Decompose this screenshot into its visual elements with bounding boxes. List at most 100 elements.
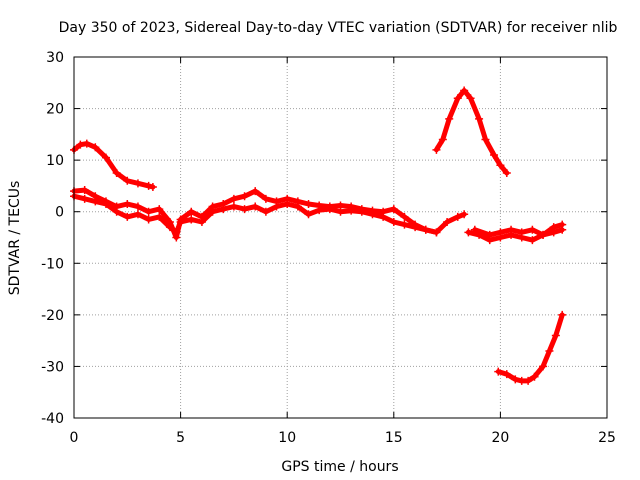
data-point: [470, 225, 479, 234]
data-point: [485, 230, 494, 239]
data-point: [240, 192, 249, 201]
data-point: [460, 210, 469, 219]
data-point: [187, 207, 196, 216]
data-point: [293, 202, 302, 211]
data-point: [144, 181, 153, 190]
y-tick-label: -20: [41, 308, 64, 324]
data-point: [133, 210, 142, 219]
data-point: [101, 199, 110, 208]
data-point: [528, 236, 537, 245]
series-line: [495, 312, 565, 384]
data-point: [400, 220, 409, 229]
data-point: [251, 187, 260, 196]
data-point: [283, 199, 292, 208]
series-2: [70, 192, 441, 237]
ticks: 0 5 10 15 20 25 -40 -30 -20 -10 0 10 20 30: [41, 50, 616, 446]
x-tick-label: 20: [491, 430, 509, 446]
data-point: [261, 194, 270, 203]
data-point: [511, 375, 520, 384]
x-tick-label: 0: [70, 430, 79, 446]
data-point: [558, 310, 567, 319]
data-point: [502, 370, 511, 379]
series-0: [70, 139, 157, 191]
series-4: [470, 220, 567, 239]
data-point: [148, 182, 157, 191]
data-point: [261, 207, 270, 216]
data-point: [155, 205, 164, 214]
data-point: [80, 194, 89, 203]
data-point: [176, 218, 185, 227]
data-point: [558, 220, 567, 229]
data-point: [251, 202, 260, 211]
data-point: [466, 94, 475, 103]
data-point: [443, 218, 452, 227]
data-point: [133, 179, 142, 188]
y-tick-label: 10: [46, 153, 64, 169]
data-point: [172, 228, 181, 237]
data-point: [315, 206, 324, 215]
x-tick-label: 25: [598, 430, 616, 446]
data-point: [133, 202, 142, 211]
x-tick-label: 15: [385, 430, 403, 446]
data-point: [208, 207, 217, 216]
data-point: [494, 367, 503, 376]
data-point: [229, 202, 238, 211]
chart-title: Day 350 of 2023, Sidereal Day-to-day VTE…: [59, 20, 618, 36]
data-point: [530, 372, 539, 381]
series-line: [71, 141, 156, 190]
data-point: [91, 197, 100, 206]
data-point: [551, 331, 560, 340]
data-point: [453, 94, 462, 103]
y-tick-label: -30: [41, 359, 64, 375]
data-point: [336, 207, 345, 216]
data-point: [112, 169, 121, 178]
grid: [74, 57, 607, 418]
data-point: [219, 205, 228, 214]
data-point: [357, 207, 366, 216]
data-point: [304, 210, 313, 219]
data-point: [368, 210, 377, 219]
data-point: [475, 114, 484, 123]
data-point: [539, 362, 548, 371]
series-layer: [70, 86, 567, 385]
data-point: [389, 205, 398, 214]
data-point: [389, 218, 398, 227]
y-axis-label: SDTVAR / TECUs: [7, 181, 23, 296]
data-point: [144, 215, 153, 224]
data-point: [445, 114, 454, 123]
data-point: [517, 228, 526, 237]
data-point: [502, 169, 511, 178]
y-tick-label: -10: [41, 256, 64, 272]
plot-frame: [73, 56, 608, 419]
data-point: [91, 143, 100, 152]
data-point: [112, 207, 121, 216]
data-point: [496, 228, 505, 237]
y-tick-label: -40: [41, 411, 64, 427]
data-point: [496, 161, 505, 170]
data-point: [123, 176, 132, 185]
data-point: [432, 228, 441, 237]
data-point: [82, 139, 91, 148]
data-point: [432, 145, 441, 154]
data-point: [411, 223, 420, 232]
data-point: [187, 215, 196, 224]
data-point: [240, 205, 249, 214]
data-point: [528, 225, 537, 234]
data-point: [101, 153, 110, 162]
series-6: [494, 310, 567, 385]
data-point: [144, 207, 153, 216]
data-point: [76, 140, 85, 149]
data-point: [347, 206, 356, 215]
x-tick-label: 10: [278, 430, 296, 446]
data-point: [272, 202, 281, 211]
data-point: [421, 225, 430, 234]
data-point: [539, 230, 548, 239]
data-point: [460, 86, 469, 95]
data-point: [545, 346, 554, 355]
series-line: [71, 193, 439, 235]
series-5: [432, 86, 511, 178]
data-point: [197, 218, 206, 227]
data-point: [481, 135, 490, 144]
data-point: [123, 199, 132, 208]
